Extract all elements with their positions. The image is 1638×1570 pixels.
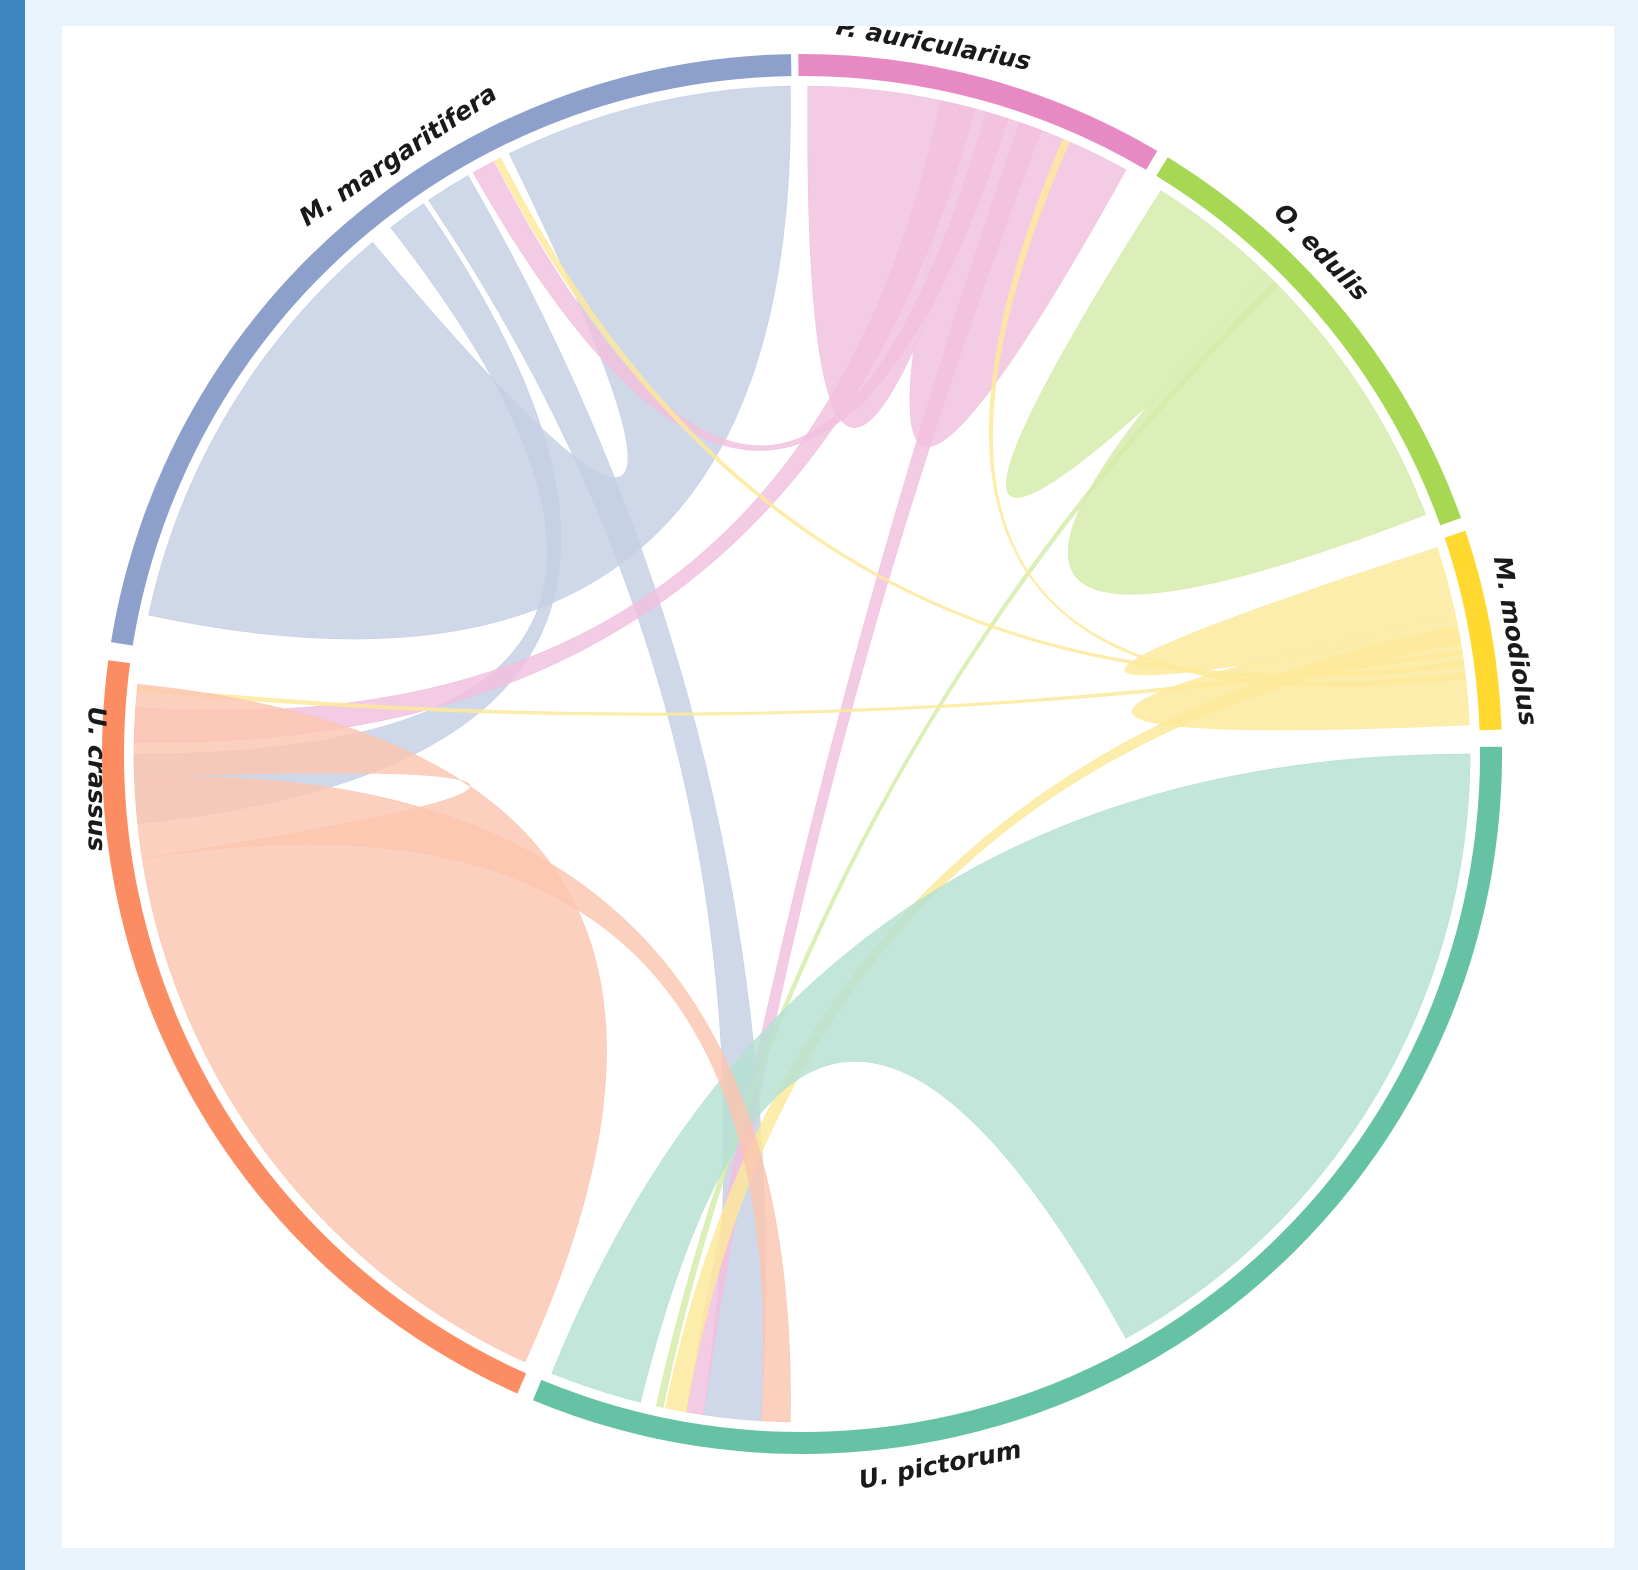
arc-o-edulis[interactable] [1156, 157, 1461, 526]
arc-m-modiolus[interactable] [1444, 530, 1502, 731]
arc-u-crassus[interactable] [101, 660, 527, 1394]
chord-ribbon-u_crassus-to-u_pictorum [134, 776, 791, 1423]
chord-diagram-panel: P. auricularius O. edulis M. modiolus U. pi… [62, 26, 1614, 1548]
arc-m-margaritifera[interactable] [111, 54, 792, 646]
arcs-layer [101, 53, 1503, 1454]
arc-p-auricularius[interactable] [798, 53, 1158, 170]
chord-ribbon-p_auricularius-to-m_margaritifera [472, 111, 1009, 451]
chord-ribbon-m_modiolus-to-p_auricularius [989, 138, 1467, 687]
chord-ribbon-o_edulis-to-o_edulis [1006, 190, 1426, 595]
left-accent-bar [0, 0, 25, 1570]
label-u-crassus: U. crassus [82, 706, 111, 851]
arc-u-pictorum[interactable] [533, 746, 1503, 1454]
chord-ribbon-u_pictorum-to-u_pictorum [551, 753, 1471, 1403]
chord-ribbon-o_edulis-to-u_pictorum [655, 281, 1279, 1408]
chord-ribbon-p_auricularius-to-u_pictorum [685, 122, 1042, 1416]
ribbons-layer [133, 85, 1471, 1423]
